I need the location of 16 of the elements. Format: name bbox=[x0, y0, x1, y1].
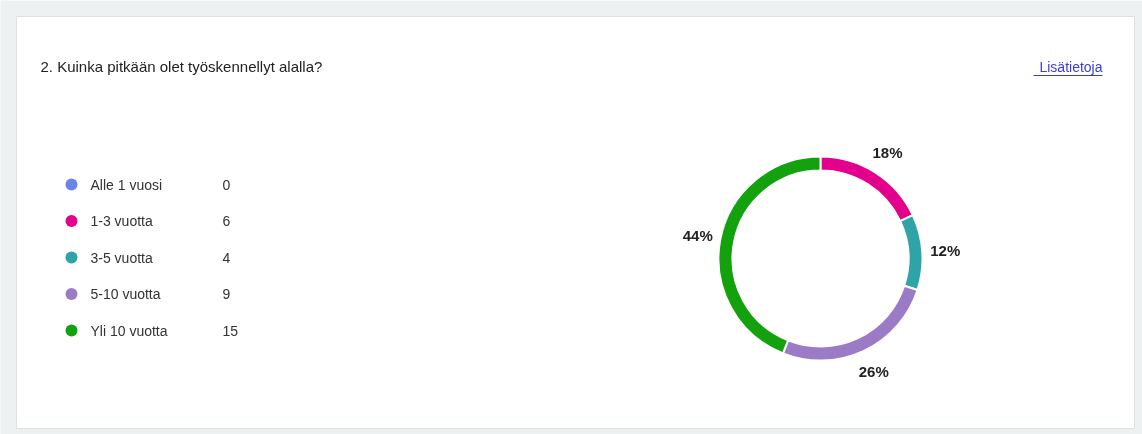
legend-label: 1-3 vuotta bbox=[90, 213, 153, 229]
text: 9 bbox=[222, 286, 231, 302]
legend-label: 3-5 vuotta bbox=[90, 249, 153, 266]
legend-label: Yli 10 vuotta bbox=[90, 322, 168, 339]
text: 4 bbox=[222, 249, 231, 266]
data-label: 26% bbox=[858, 363, 889, 381]
data-label: 18% bbox=[872, 144, 903, 162]
chart-title: 2. Kuinka pitkään olet työskennellyt alalla? bbox=[40, 58, 323, 75]
legend-label: 5-10 vuotta bbox=[90, 286, 161, 302]
data-label: 44% bbox=[682, 226, 713, 244]
text: 15 bbox=[222, 322, 239, 339]
text: 6 bbox=[222, 213, 231, 229]
text: Lisätietoja bbox=[1039, 58, 1103, 75]
text: 0 bbox=[222, 176, 231, 193]
data-label: 12% bbox=[930, 242, 961, 260]
legend-label: Alle 1 vuosi bbox=[90, 176, 163, 193]
